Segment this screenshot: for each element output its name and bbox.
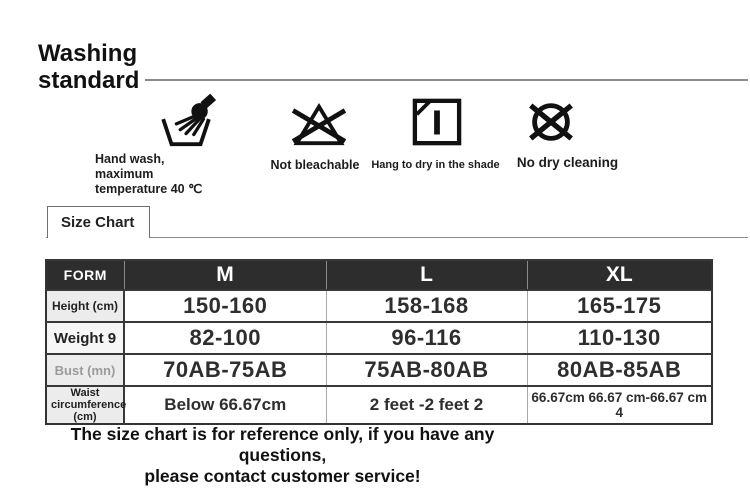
footer-note: The size chart is for reference only, if… [40,424,525,487]
table-row-weight: Weight 9 82-100 96-116 110-130 [46,322,712,354]
height-m: 150-160 [124,290,326,322]
waist-xl: 66.67cm 66.67 cm-66.67 cm 4 [526,386,712,424]
tab-divider [46,237,748,238]
row-label-weight: Weight 9 [46,322,125,354]
bust-m: 70AB-75AB [124,354,326,386]
weight-m: 82-100 [124,322,326,354]
no-bleach-label: Not bleachable [270,158,360,172]
no-dry-clean-label: No dry cleaning [516,155,619,170]
shade-dry-label: Hang to dry in the shade [371,159,500,171]
row-label-bust: Bust (mn) [46,354,125,386]
title-divider [145,79,748,81]
section-title: Washing standard [38,40,140,94]
table-header-row: FORM M L XL [46,260,712,290]
header-size-l: L [325,260,527,290]
table-row-bust: Bust (mn) 70AB-75AB 75AB-80AB 80AB-85AB [46,354,712,386]
header-size-xl: XL [526,260,712,290]
height-l: 158-168 [325,290,527,322]
weight-l: 96-116 [325,322,527,354]
waist-l: 2 feet -2 feet 2 [325,386,527,424]
header-size-m: M [123,260,326,290]
header-form: FORM [46,260,124,290]
bust-l: 75AB-80AB [325,354,527,386]
no-dry-clean-icon [524,95,578,149]
size-chart-tab-label: Size Chart [61,214,135,231]
footer-note-line2: please contact customer service! [144,466,421,486]
hand-wash-icon [158,92,216,150]
shade-dry-icon [411,97,463,147]
footer-note-line1: The size chart is for reference only, if… [70,424,495,465]
waist-m: Below 66.67cm [124,386,326,424]
table-row-height: Height (cm) 150-160 158-168 165-175 [46,290,712,322]
row-label-waist: Waist circumference (cm) [46,386,126,424]
row-label-height: Height (cm) [46,290,125,322]
table-row-waist: Waist circumference (cm) Below 66.67cm 2… [46,386,712,424]
hand-wash-label: Hand wash, maximum temperature 40 ℃ [95,152,203,196]
no-bleach-icon [290,98,348,148]
bust-xl: 80AB-85AB [526,354,712,386]
size-chart-tab: Size Chart [47,206,150,238]
size-chart-table: FORM M L XL Height (cm) 150-160 158-168 … [45,259,713,425]
weight-xl: 110-130 [526,322,712,354]
height-xl: 165-175 [526,290,712,322]
